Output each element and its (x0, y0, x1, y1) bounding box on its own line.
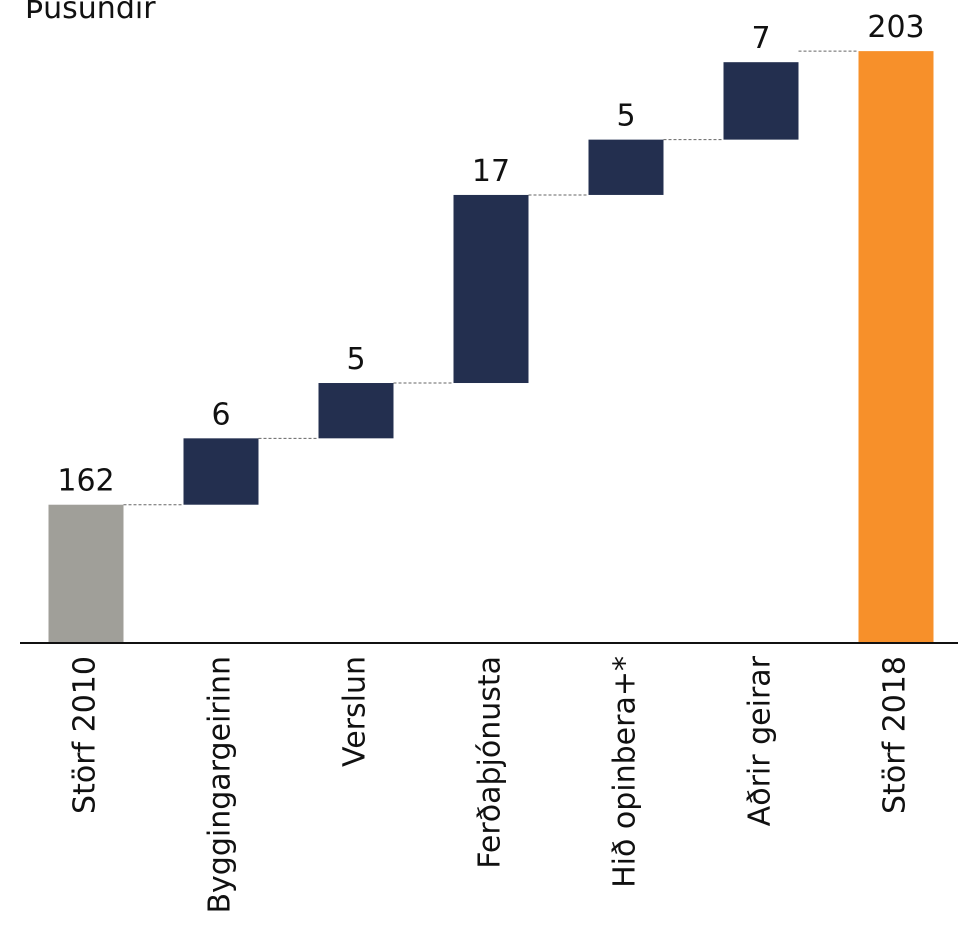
value-label: 7 (751, 21, 770, 56)
value-label: 5 (346, 342, 365, 377)
value-label: 6 (211, 397, 230, 432)
value-label: 5 (616, 99, 635, 134)
x-tick-label: Byggingargeirinn (203, 656, 238, 914)
x-tick-label: Verslun (338, 656, 373, 767)
x-tick-label: Aðrir geirar (743, 655, 778, 826)
chart-title: Þúsundir (25, 0, 156, 26)
bar (183, 438, 259, 505)
bar (723, 62, 799, 140)
bar (588, 139, 664, 195)
bar (318, 383, 394, 439)
x-tick-label: Ferðaþjónusta (473, 656, 508, 869)
x-tick-label: Störf 2018 (878, 656, 913, 814)
x-tick-label: Störf 2010 (68, 656, 103, 814)
value-label: 203 (867, 10, 924, 45)
bar (48, 504, 124, 643)
x-tick-label: Hið opinbera+* (608, 656, 643, 888)
value-label: 17 (472, 154, 510, 189)
bar (858, 51, 934, 644)
value-label: 162 (57, 464, 114, 499)
bar (453, 194, 529, 384)
